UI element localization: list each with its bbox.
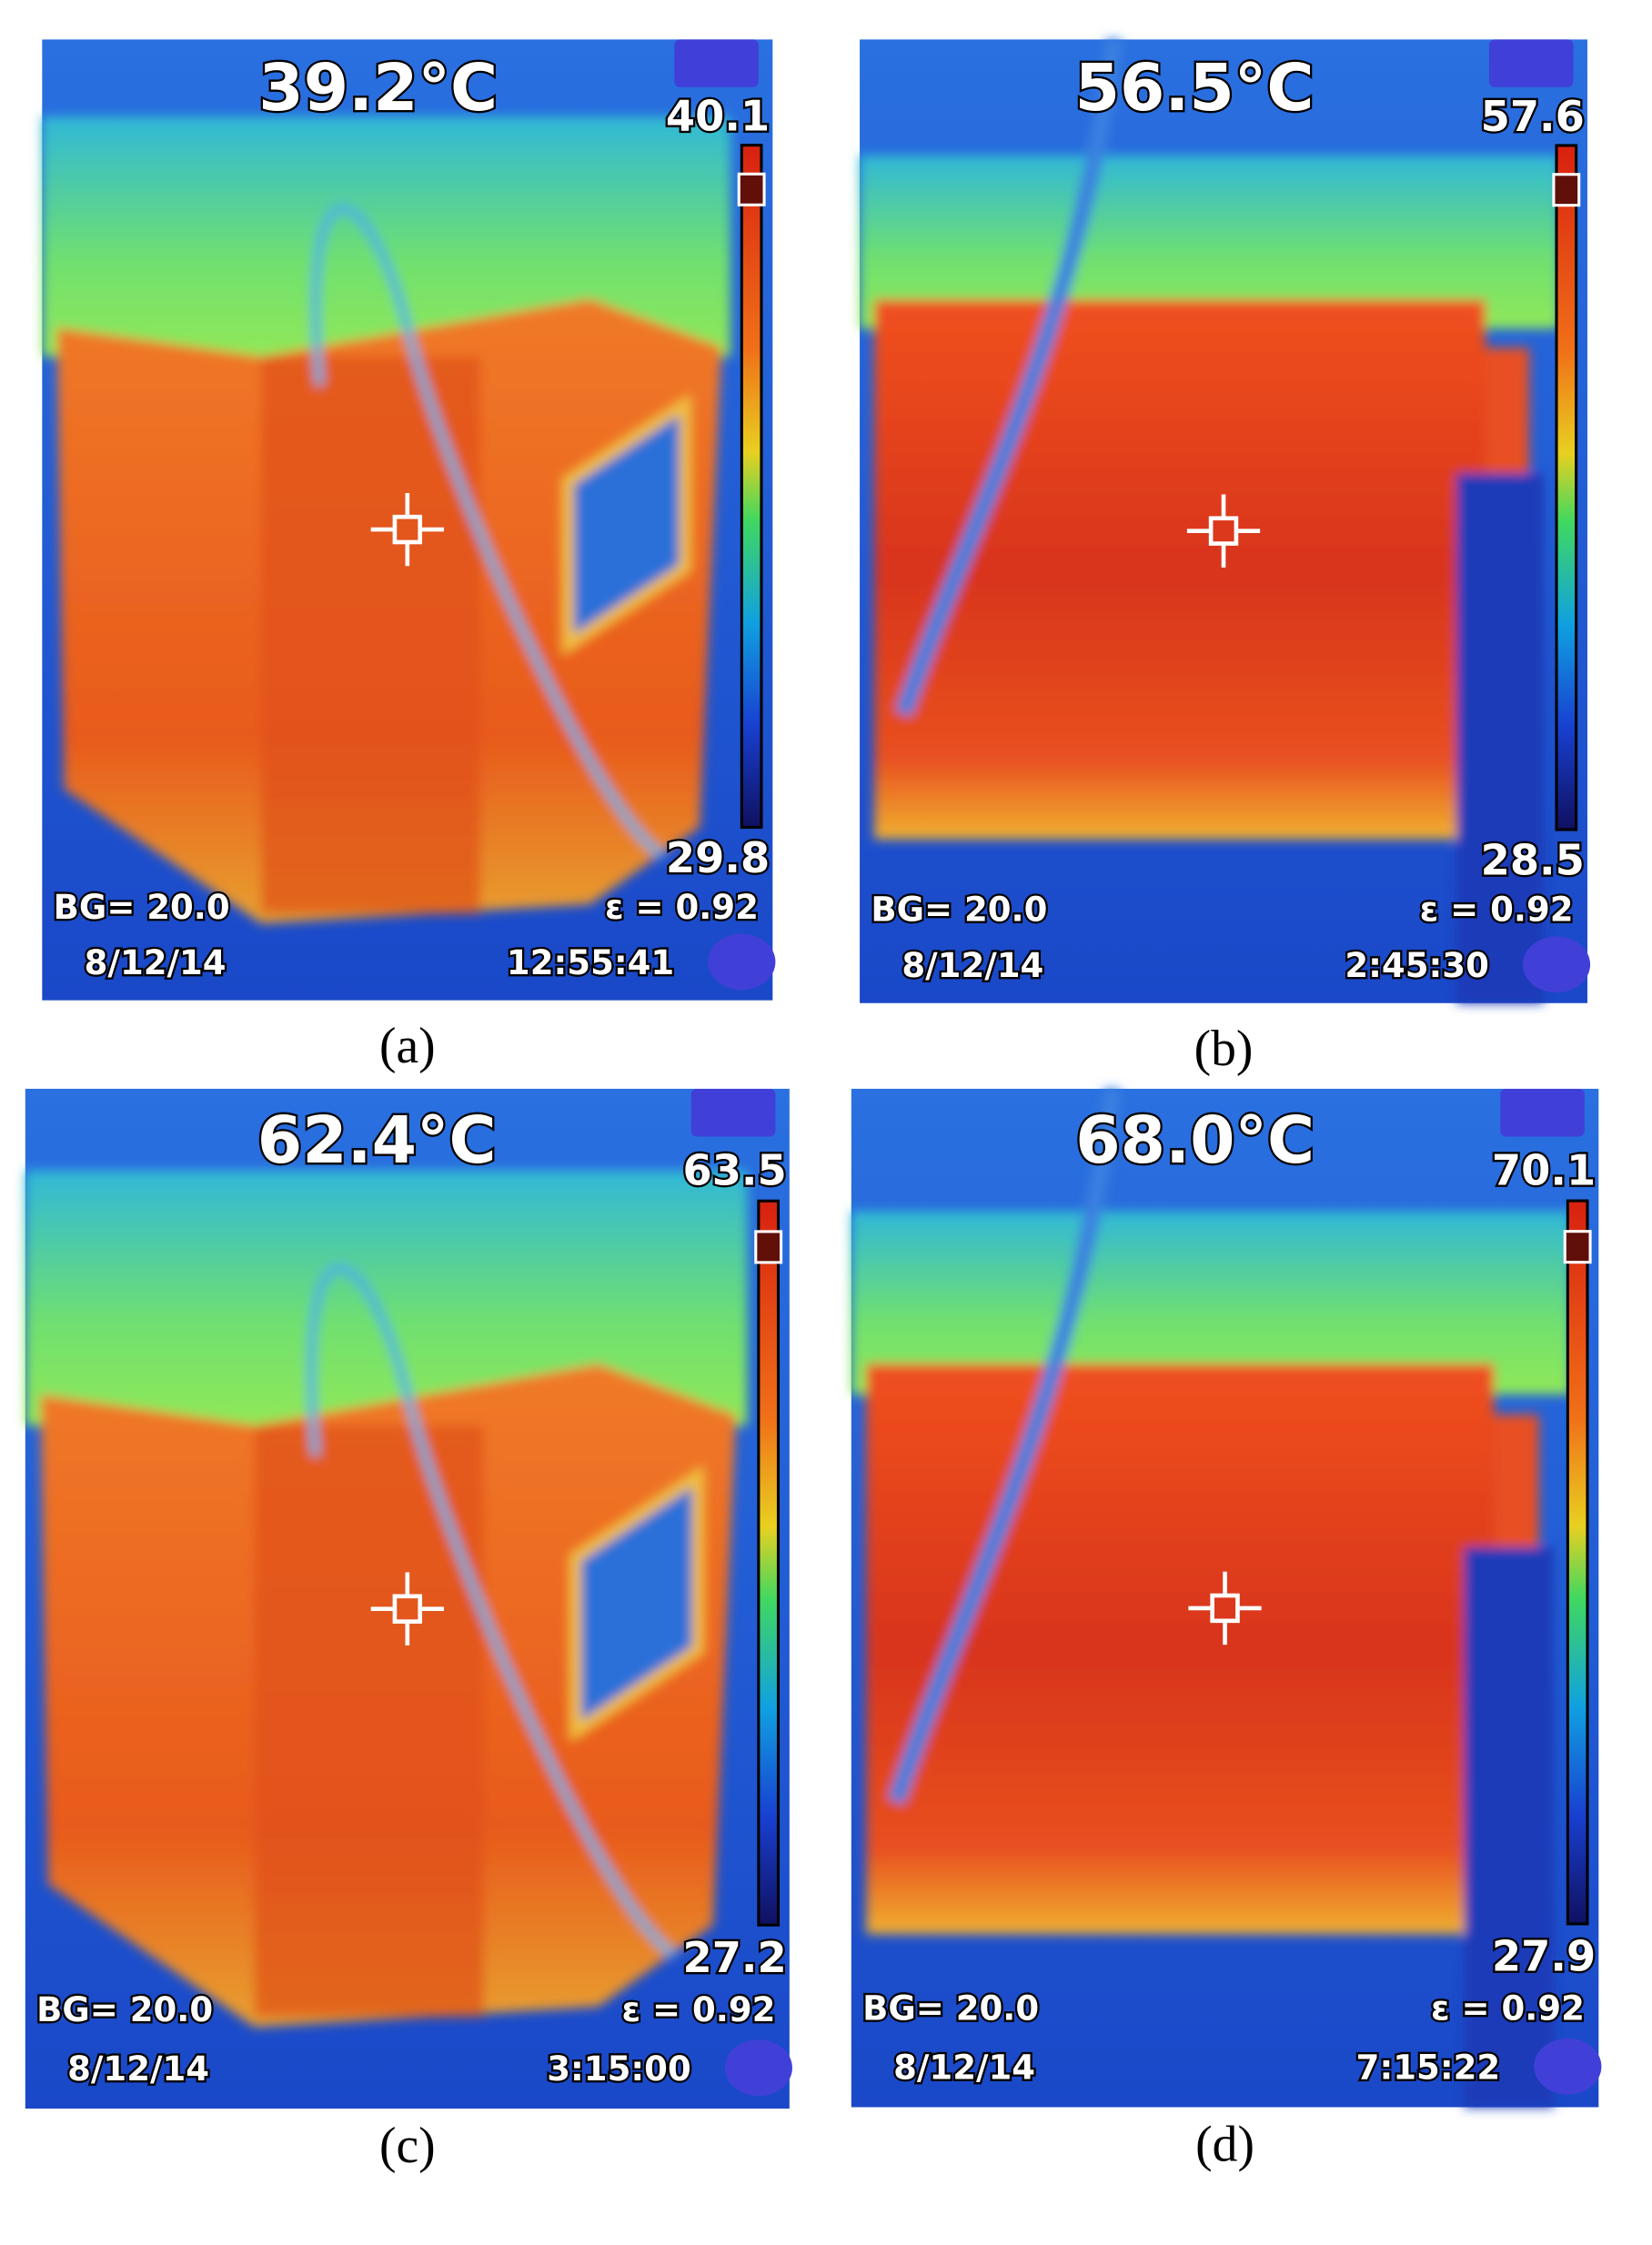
side-box xyxy=(1485,347,1529,483)
emissivity: ε = 0.92 xyxy=(622,1990,776,2029)
crosshair xyxy=(1186,494,1261,568)
corner-blob xyxy=(690,1088,776,1137)
scale-marker xyxy=(737,172,766,206)
panel-caption: (a) xyxy=(379,1018,436,1074)
emissivity: ε = 0.92 xyxy=(605,888,759,927)
scale-max: 40.1 xyxy=(666,92,770,141)
cable xyxy=(888,1087,1122,1805)
scale-max: 57.6 xyxy=(1481,92,1585,141)
corner-blob xyxy=(1500,1088,1585,1137)
corner-blob xyxy=(1522,936,1591,993)
cable xyxy=(895,38,1123,717)
transformer-body xyxy=(874,299,1486,840)
thermal-image xyxy=(851,1087,1571,2108)
spot-temperature: 68.0°C xyxy=(1075,1102,1315,1178)
date: 8/12/14 xyxy=(67,2049,209,2089)
time: 12:55:41 xyxy=(507,943,674,982)
background-temp: BG= 20.0 xyxy=(36,1990,213,2029)
thermal-panel: 56.5°C 57.6 28.5 BG= 20.0 ε = 0.92 8/12/14 2:4… xyxy=(860,38,1591,1003)
spot-temperature: 56.5°C xyxy=(1075,50,1315,126)
scale-marker xyxy=(1552,173,1581,207)
thermal-image xyxy=(25,1170,748,2028)
panel-caption: (d) xyxy=(1195,2117,1254,2173)
transformer-body xyxy=(866,1364,1495,1935)
emissivity: ε = 0.92 xyxy=(1431,1989,1585,2029)
crosshair xyxy=(370,1572,444,1646)
corner-blob xyxy=(674,39,759,87)
spot-temperature: 62.4°C xyxy=(257,1102,497,1178)
thermal-panel: 68.0°C 70.1 27.9 BG= 20.0 ε = 0.92 8/12/14 7:1… xyxy=(851,1087,1602,2108)
time: 3:15:00 xyxy=(547,2049,691,2089)
scale-max: 70.1 xyxy=(1492,1145,1596,1194)
corner-blob xyxy=(1534,2038,1602,2095)
time: 2:45:30 xyxy=(1345,946,1489,985)
window xyxy=(569,1465,704,1742)
scale-bar xyxy=(757,1199,781,1927)
side-box xyxy=(1494,1414,1539,1557)
right-shadow xyxy=(1464,1546,1555,2108)
scale-min: 27.9 xyxy=(1492,1932,1596,1981)
scale-marker xyxy=(754,1230,783,1264)
date: 8/12/14 xyxy=(893,2049,1035,2088)
spot-temperature: 39.2°C xyxy=(258,50,498,126)
cable xyxy=(307,1263,678,1959)
scale-marker xyxy=(1563,1230,1592,1264)
date: 8/12/14 xyxy=(902,946,1043,985)
corner-blob xyxy=(708,933,776,991)
emissivity: ε = 0.92 xyxy=(1420,891,1574,930)
thermal-image xyxy=(860,38,1560,1003)
crosshair xyxy=(370,492,444,567)
panel-caption: (c) xyxy=(379,2118,436,2174)
cable xyxy=(311,204,666,861)
date: 8/12/14 xyxy=(85,943,227,982)
thermal-panel: 62.4°C 63.5 27.2 BG= 20.0 ε = 0.92 8/12/14 3:1… xyxy=(25,1088,792,2109)
panel-caption: (b) xyxy=(1194,1021,1254,1077)
time: 7:15:22 xyxy=(1356,2049,1501,2088)
window xyxy=(562,394,691,656)
scale-bar xyxy=(740,144,763,830)
right-shadow xyxy=(1456,473,1544,1003)
corner-blob xyxy=(1488,39,1574,87)
scale-min: 27.2 xyxy=(682,1933,786,1982)
corner-blob xyxy=(724,2039,792,2097)
background-temp: BG= 20.0 xyxy=(54,888,230,927)
scale-min: 29.8 xyxy=(666,833,770,882)
thermal-panel: 39.2°C 40.1 29.8 BG= 20.0 ε = 0.92 8/12/14 12:… xyxy=(42,39,776,1001)
crosshair xyxy=(1188,1571,1262,1646)
scale-min: 28.5 xyxy=(1481,836,1585,885)
background-temp: BG= 20.0 xyxy=(871,891,1047,930)
background-temp: BG= 20.0 xyxy=(862,1989,1039,2029)
scale-max: 63.5 xyxy=(682,1145,786,1194)
scale-bar xyxy=(1566,1199,1589,1926)
scale-bar xyxy=(1555,144,1578,831)
thermal-image xyxy=(42,116,730,924)
